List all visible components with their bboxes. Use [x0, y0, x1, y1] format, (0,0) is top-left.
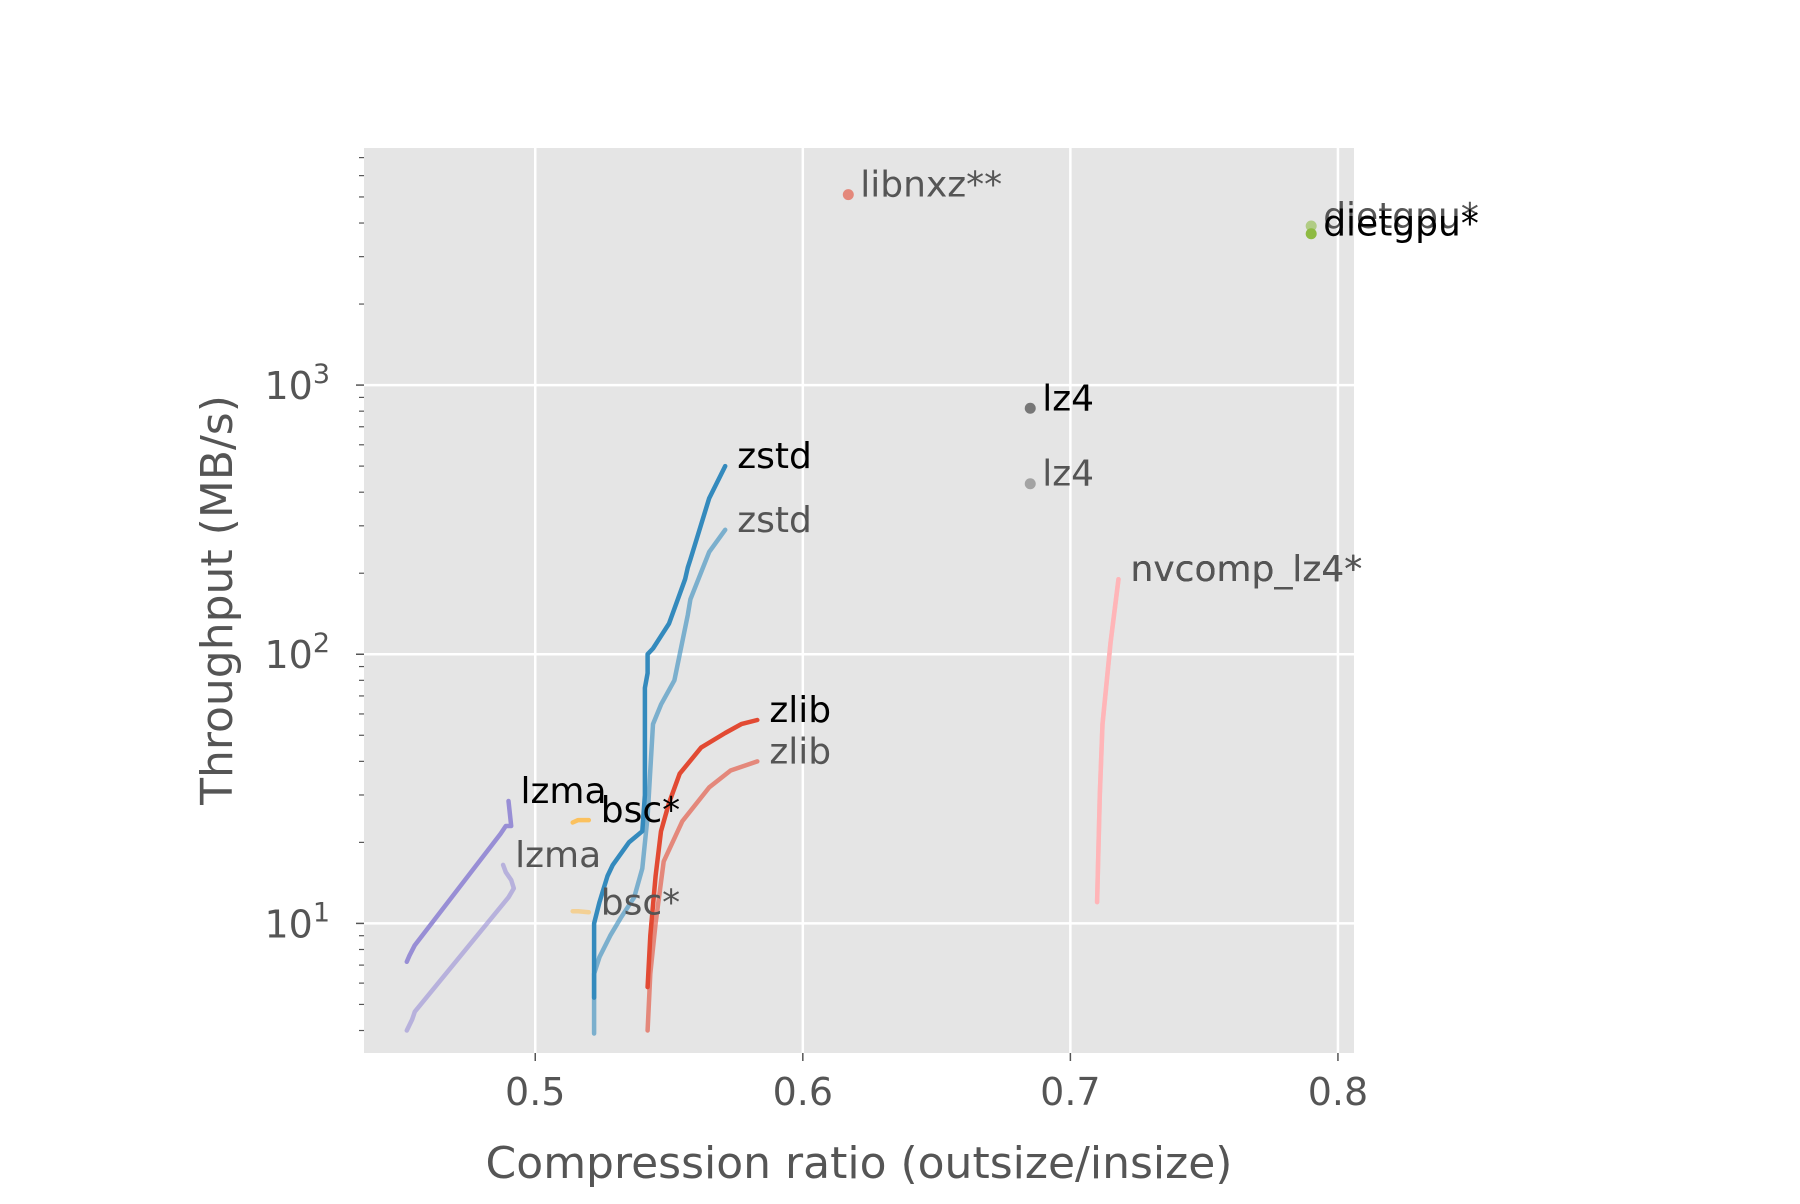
series-point-lz4 — [1024, 478, 1036, 490]
series-line-lzma — [404, 862, 517, 1033]
y-tick-label-exponent: 3 — [313, 359, 330, 390]
series-label-bsc: bsc* — [601, 882, 680, 923]
y-minor-ticks — [356, 157, 1339, 1061]
series-label-libnxz: libnxz** — [860, 165, 1002, 206]
x-tick-label: 0.5 — [505, 1070, 565, 1114]
series-labels: zstdzstdzlibzliblzmalzmabsc*bsc*nvcomp_l… — [515, 165, 1479, 924]
x-axis-label: Compression ratio (outsize/insize) — [486, 1138, 1233, 1189]
series-point-dietgpu — [1305, 228, 1317, 240]
y-tick-label-exponent: 1 — [313, 897, 330, 928]
series-label-zstd: zstd — [737, 500, 812, 541]
y-tick-label: 102 — [264, 628, 330, 677]
y-tick-label-base: 10 — [264, 633, 312, 677]
series-label-lz4: lz4 — [1042, 454, 1094, 495]
series-label-lz4: lz4 — [1042, 378, 1094, 419]
y-tick-label: 103 — [264, 359, 330, 408]
series-point-lz4 — [1024, 402, 1036, 414]
series-line-lzma — [404, 798, 514, 965]
y-tick-label-base: 10 — [264, 902, 312, 946]
series-label-bsc: bsc* — [601, 790, 680, 831]
x-tick-label: 0.6 — [773, 1070, 833, 1114]
series-label-zlib: zlib — [769, 731, 831, 772]
x-tick-label: 0.7 — [1040, 1070, 1100, 1114]
series-line-zstd — [591, 527, 728, 1036]
series-layer — [404, 189, 1317, 1036]
series-line-bsc — [570, 908, 592, 915]
series-point-dietgpu — [1305, 220, 1317, 232]
series-label-dietgpu: dietgpu* — [1323, 196, 1479, 237]
series-label-dietgpu: dietgpu* — [1323, 204, 1479, 245]
y-tick-label-exponent: 2 — [313, 628, 330, 659]
series-label-nvcomp-lz4: nvcomp_lz4* — [1131, 549, 1363, 590]
x-tick-label: 0.8 — [1308, 1070, 1368, 1114]
series-label-lzma: lzma — [515, 835, 601, 876]
series-line-nvcomp-lz4 — [1094, 576, 1121, 905]
series-label-zstd: zstd — [737, 436, 812, 477]
plot-background — [364, 148, 1354, 1053]
y-tick-label: 101 — [264, 897, 330, 946]
series-label-nvcomp-lz4: nvcomp_lz4* — [1131, 549, 1363, 590]
series-point-libnxz — [842, 189, 854, 201]
series-line-zstd — [591, 463, 728, 1000]
y-tick-label-base: 10 — [264, 364, 312, 408]
series-line-zlib — [645, 759, 760, 1033]
series-line-bsc — [570, 817, 592, 825]
y-axis-label: Throughput (MB/s) — [192, 395, 243, 806]
series-label-zlib: zlib — [769, 690, 831, 731]
series-label-lzma: lzma — [520, 771, 606, 812]
series-line-zlib — [645, 717, 760, 990]
grid-lines — [364, 148, 1354, 1053]
